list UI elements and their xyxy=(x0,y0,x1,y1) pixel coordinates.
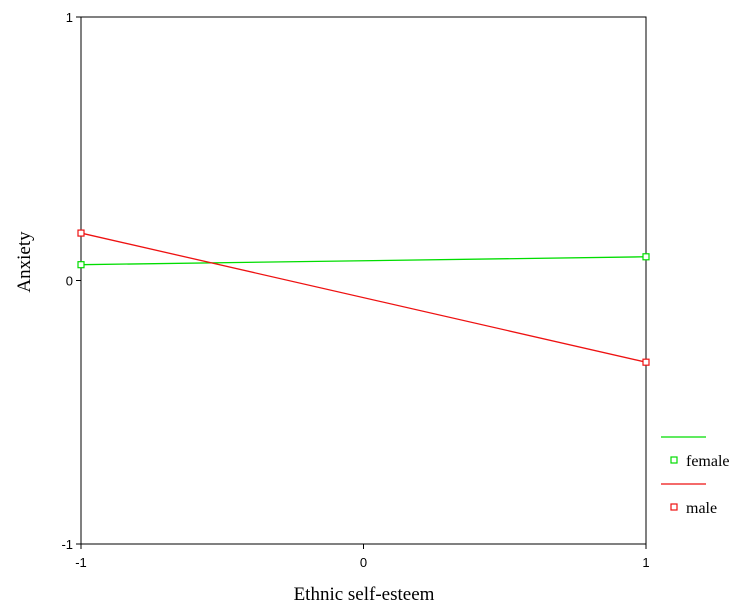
y-tick-label: 0 xyxy=(66,274,73,289)
legend-label-female: female xyxy=(686,453,730,470)
data-point-female xyxy=(77,261,85,269)
legend: female male xyxy=(661,436,730,517)
y-tick-label: 1 xyxy=(66,10,73,25)
data-point-female xyxy=(642,253,650,261)
x-axis-title: Ethnic self-esteem xyxy=(294,584,435,605)
series-line-female xyxy=(80,256,647,266)
x-tick-label: -1 xyxy=(75,555,87,570)
y-tick-label: -1 xyxy=(61,537,73,552)
series-line-male xyxy=(80,232,647,363)
x-tick-label: 0 xyxy=(360,555,367,570)
legend-marker-male xyxy=(670,503,678,511)
x-tick-label: 1 xyxy=(642,555,649,570)
data-point-male xyxy=(77,229,85,237)
x-axis-ticks: -1 0 1 xyxy=(75,544,650,570)
plot-frame xyxy=(80,16,647,545)
y-axis-ticks: -1 0 1 xyxy=(61,10,81,552)
data-point-male xyxy=(642,358,650,366)
legend-marker-female xyxy=(670,456,678,464)
legend-label-male: male xyxy=(686,500,717,517)
series-layer xyxy=(77,229,650,366)
y-axis-title: Anxiety xyxy=(14,231,35,293)
